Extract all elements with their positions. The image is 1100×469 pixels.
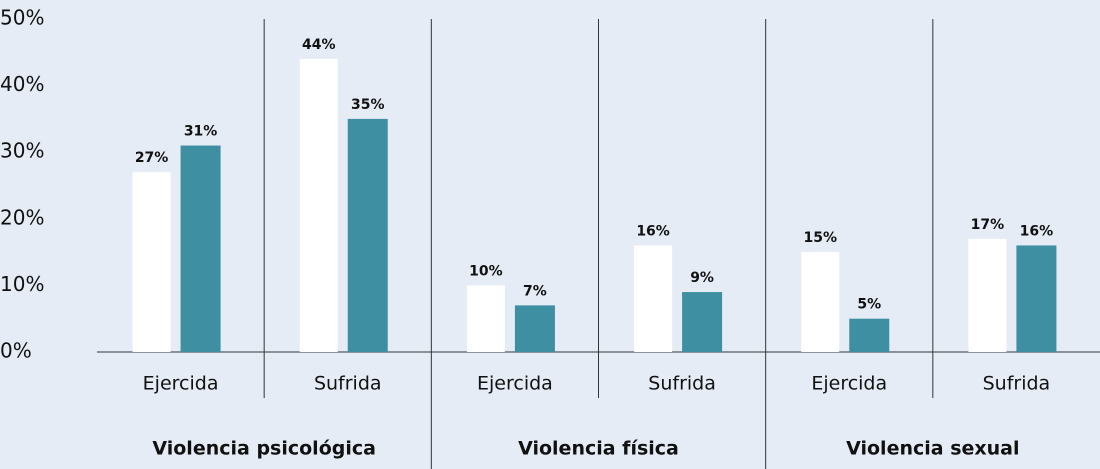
bar: [466, 285, 505, 352]
value-label: 16%: [636, 223, 670, 239]
bar: [180, 145, 221, 352]
value-label: 5%: [857, 297, 881, 313]
value-label: 27%: [135, 150, 169, 166]
bar: [634, 245, 673, 352]
bar: [849, 318, 890, 352]
group-label: Violencia física: [518, 438, 679, 460]
y-tick-label: 30%: [0, 139, 44, 163]
y-tick-label: 20%: [0, 205, 44, 229]
bar: [801, 252, 840, 352]
value-label: 44%: [302, 37, 336, 53]
bar: [347, 118, 388, 353]
value-label: 35%: [351, 97, 385, 113]
x-tick-label: Ejercida: [811, 373, 887, 395]
value-label: 16%: [1020, 223, 1054, 239]
y-tick-label: 40%: [0, 72, 44, 96]
bar: [1016, 245, 1057, 352]
value-label: 31%: [184, 124, 218, 140]
bar: [132, 172, 171, 352]
y-tick-label: 10%: [0, 272, 44, 296]
y-tick-label: 50%: [0, 6, 44, 30]
bar: [299, 58, 338, 353]
value-label: 17%: [971, 217, 1005, 233]
value-label: 9%: [690, 270, 714, 286]
value-label: 7%: [523, 283, 547, 299]
group-label: Violencia sexual: [846, 438, 1019, 460]
x-tick-label: Sufrida: [648, 373, 716, 395]
x-tick-label: Ejercida: [477, 373, 553, 395]
x-tick-label: Sufrida: [983, 373, 1051, 395]
bar: [682, 292, 723, 352]
value-label: 10%: [469, 263, 503, 279]
y-tick-label: 0%: [0, 339, 32, 363]
x-tick-label: Ejercida: [143, 373, 219, 395]
group-label: Violencia psicológica: [152, 438, 376, 460]
value-label: 15%: [803, 230, 837, 246]
bar: [968, 238, 1007, 352]
x-tick-label: Sufrida: [314, 373, 382, 395]
bar: [514, 305, 555, 352]
